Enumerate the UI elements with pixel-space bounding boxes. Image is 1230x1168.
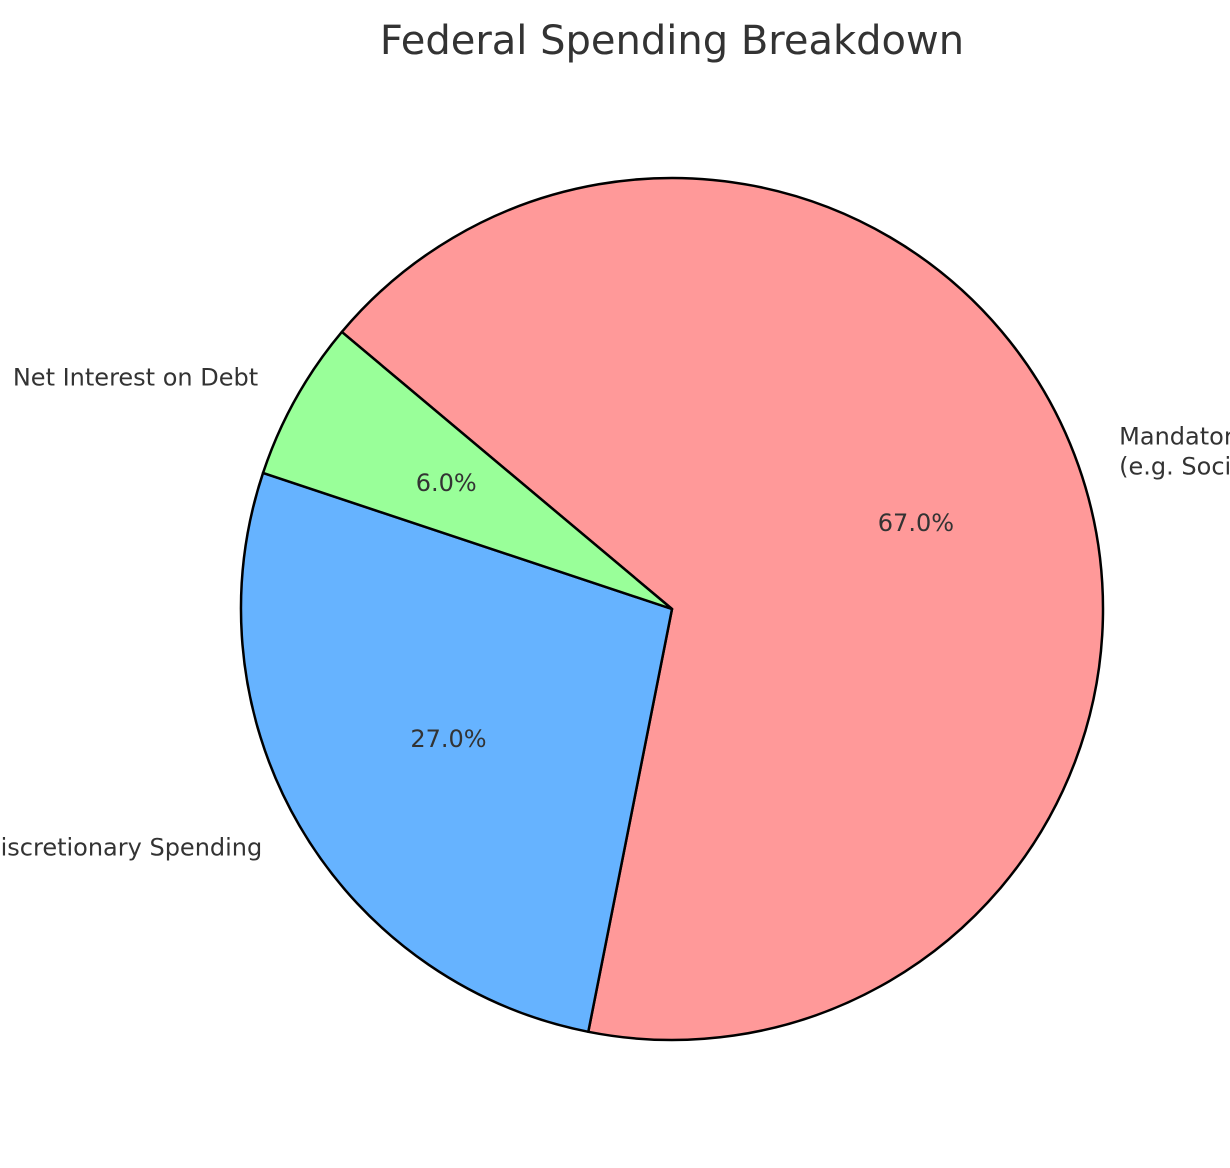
pie-slice-1	[239, 471, 674, 1034]
pie-percent-label-2: 6.0%	[416, 469, 477, 497]
pie-category-label-0: Mandatory Spending(e.g. Social Security,…	[1119, 423, 1230, 481]
pie-category-label-line: (e.g. Social Security, Medicare, Medicai…	[1119, 453, 1230, 481]
pie-category-label-line: Net Interest on Debt	[13, 364, 258, 392]
pie-percent-label-0: 67.0%	[878, 509, 954, 537]
pie-slices	[239, 176, 1105, 1042]
pie-percent-label-1: 27.0%	[410, 725, 486, 753]
pie-category-label-line: Mandatory Spending	[1119, 423, 1230, 451]
pie-labels: 67.0% Mandatory Spending(e.g. Social Secu…	[0, 364, 1230, 862]
pie-category-label-line: Discretionary Spending	[0, 833, 262, 861]
pie-slice-0	[340, 176, 1105, 1042]
pie-category-label-2: Net Interest on Debt	[13, 364, 258, 392]
chart-title: Federal Spending Breakdown	[380, 18, 964, 64]
pie-slice-2	[261, 330, 674, 611]
pie-category-label-1: Discretionary Spending	[0, 833, 262, 861]
